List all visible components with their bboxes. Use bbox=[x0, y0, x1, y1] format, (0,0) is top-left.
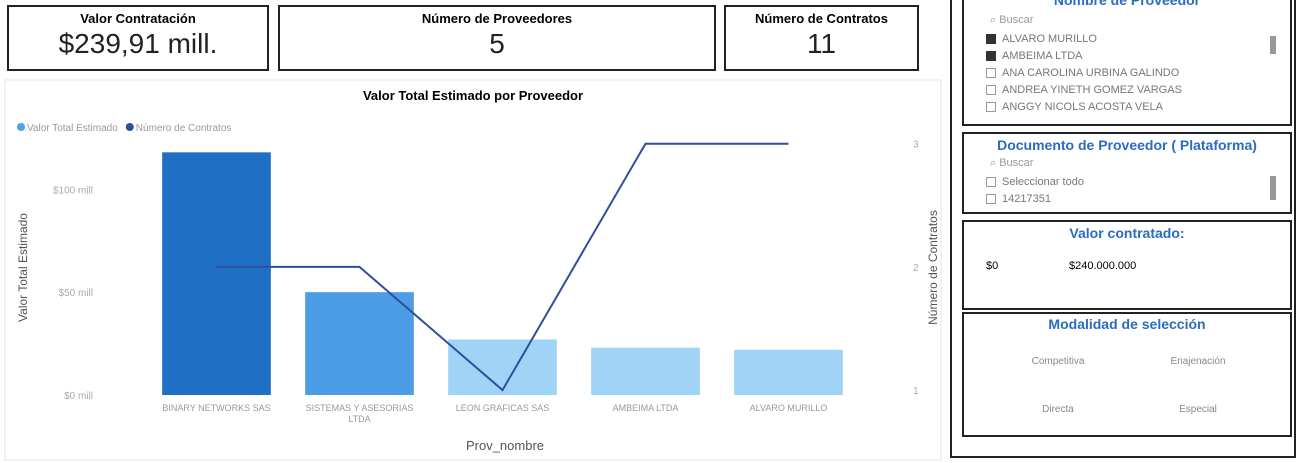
option[interactable]: Enajenación bbox=[1170, 356, 1226, 367]
option[interactable]: Competitiva bbox=[1031, 356, 1085, 367]
slicer-title: Nombre de Proveedor bbox=[1053, 0, 1201, 8]
checkbox[interactable] bbox=[986, 67, 996, 78]
item-label: Seleccionar todo bbox=[1002, 175, 1084, 188]
x-axis-title: Prov_nombre bbox=[466, 438, 544, 453]
checkbox[interactable] bbox=[986, 176, 996, 187]
kpi-value: $239,91 mill. bbox=[58, 28, 218, 59]
checkbox[interactable] bbox=[986, 84, 996, 95]
kpi-value: 5 bbox=[489, 28, 505, 59]
legend-label: Número de Contratos bbox=[136, 123, 232, 134]
legend-marker bbox=[17, 123, 25, 131]
item-label: ANGGY NICOLS ACOSTA VELA bbox=[1002, 100, 1163, 113]
x-tick-label-box: ALVARO MURILLO bbox=[749, 403, 828, 413]
item-label: ANDREA YINETH GOMEZ VARGAS bbox=[1002, 83, 1182, 96]
bar bbox=[448, 339, 557, 395]
button-slicer[interactable]: Modalidad de selección Competitiva Enaje… bbox=[962, 312, 1292, 437]
x-tick-label-box: AMBEIMA LTDA bbox=[612, 403, 679, 413]
bar bbox=[734, 349, 843, 395]
slicer-item[interactable]: ALVARO MURILLO bbox=[964, 30, 1290, 47]
item-label: 14217351 bbox=[1002, 192, 1051, 205]
kpi-card: Número de Proveedores 5 bbox=[278, 5, 716, 71]
y2-tick-label: 1 bbox=[913, 386, 919, 397]
y2-tick-label: 2 bbox=[913, 263, 919, 274]
checkbox[interactable] bbox=[986, 50, 996, 61]
chart: Valor Total Estimado por Proveedor Valor … bbox=[4, 79, 942, 461]
y2-axis-title: Número de Contratos bbox=[926, 210, 940, 325]
legend-marker bbox=[125, 123, 134, 131]
item-label: ALVARO MURILLO bbox=[1002, 32, 1097, 45]
option[interactable]: Directa bbox=[1042, 404, 1074, 415]
y-tick-label: $50 mill bbox=[59, 288, 93, 299]
slicer-title: Documento de Proveedor ( Plataforma) bbox=[997, 137, 1257, 153]
item-label: AMBEIMA LTDA bbox=[1002, 49, 1083, 62]
x-tick-label: ALVARO MURILLO bbox=[749, 403, 828, 413]
slicer[interactable]: Nombre de Proveedor ⌕ Buscar ALVARO MURI… bbox=[962, 0, 1292, 126]
y-tick-label: $0 mill bbox=[64, 391, 93, 402]
x-tick-label: LEON GRAFICAS SAS bbox=[455, 403, 550, 413]
slicer-title: Valor contratado: bbox=[1069, 225, 1185, 241]
checkbox[interactable] bbox=[986, 101, 996, 112]
x-tick-label-box: BINARY NETWORKS SAS bbox=[162, 403, 271, 413]
search-text: Buscar bbox=[999, 157, 1034, 169]
slicer-title: Modalidad de selección bbox=[1048, 316, 1206, 332]
option[interactable]: Especial bbox=[1179, 404, 1217, 415]
slicer-item[interactable]: ANGGY NICOLS ACOSTA VELA bbox=[964, 98, 1290, 115]
bar bbox=[162, 152, 271, 395]
bar bbox=[591, 347, 700, 395]
slicer-item[interactable]: ANDREA YINETH GOMEZ VARGAS bbox=[964, 81, 1290, 98]
scrollbar[interactable] bbox=[1270, 36, 1276, 54]
kpi-title: Número de Proveedores bbox=[421, 11, 573, 26]
checkbox[interactable] bbox=[986, 193, 996, 204]
range-max: $240.000.000 bbox=[1069, 260, 1137, 272]
x-tick-label: AMBEIMA LTDA bbox=[612, 403, 679, 413]
search-text: Buscar bbox=[999, 14, 1034, 26]
filter-panel bbox=[950, 0, 1296, 458]
search-box[interactable]: ⌕ Buscar bbox=[990, 156, 1034, 170]
x-tick-label: SISTEMAS Y ASESORIAS LTDA bbox=[305, 403, 414, 424]
y2-tick-label: 3 bbox=[913, 140, 919, 151]
kpi-title: Valor Contratación bbox=[80, 11, 196, 26]
y-tick-label: $100 mill bbox=[53, 185, 93, 196]
scrollbar[interactable] bbox=[1270, 176, 1276, 200]
chart-title: Valor Total Estimado por Proveedor bbox=[363, 88, 583, 103]
slicer-item[interactable]: ANA CAROLINA URBINA GALINDO bbox=[964, 64, 1290, 81]
kpi-card: Número de Contratos 11 bbox=[724, 5, 919, 71]
search-box[interactable]: ⌕ Buscar bbox=[990, 13, 1034, 27]
range-slicer[interactable]: Valor contratado: $0 $240.000.000 bbox=[962, 220, 1292, 310]
x-tick-label-box: LEON GRAFICAS SAS bbox=[455, 403, 550, 413]
checkbox[interactable] bbox=[986, 33, 996, 44]
range-min: $0 bbox=[986, 260, 999, 272]
slicer[interactable]: Documento de Proveedor ( Plataforma) ⌕ B… bbox=[962, 132, 1292, 214]
y-axis-title: Valor Total Estimado bbox=[16, 213, 30, 322]
kpi-card: Valor Contratación $239,91 mill. bbox=[7, 5, 269, 71]
kpi-title: Número de Contratos bbox=[755, 11, 888, 26]
x-tick-label-box: SISTEMAS Y ASESORIAS LTDA bbox=[305, 403, 414, 424]
legend-label: Valor Total Estimado bbox=[27, 123, 118, 134]
item-label: ANA CAROLINA URBINA GALINDO bbox=[1002, 66, 1180, 79]
slicer-item[interactable]: AMBEIMA LTDA bbox=[964, 47, 1290, 64]
x-tick-label: BINARY NETWORKS SAS bbox=[162, 403, 271, 413]
kpi-value: 11 bbox=[806, 28, 837, 59]
line bbox=[216, 142, 789, 392]
slicer-item[interactable]: Seleccionar todo bbox=[964, 173, 1290, 190]
bar bbox=[305, 292, 414, 395]
slicer-item[interactable]: 14217351 bbox=[964, 190, 1290, 207]
